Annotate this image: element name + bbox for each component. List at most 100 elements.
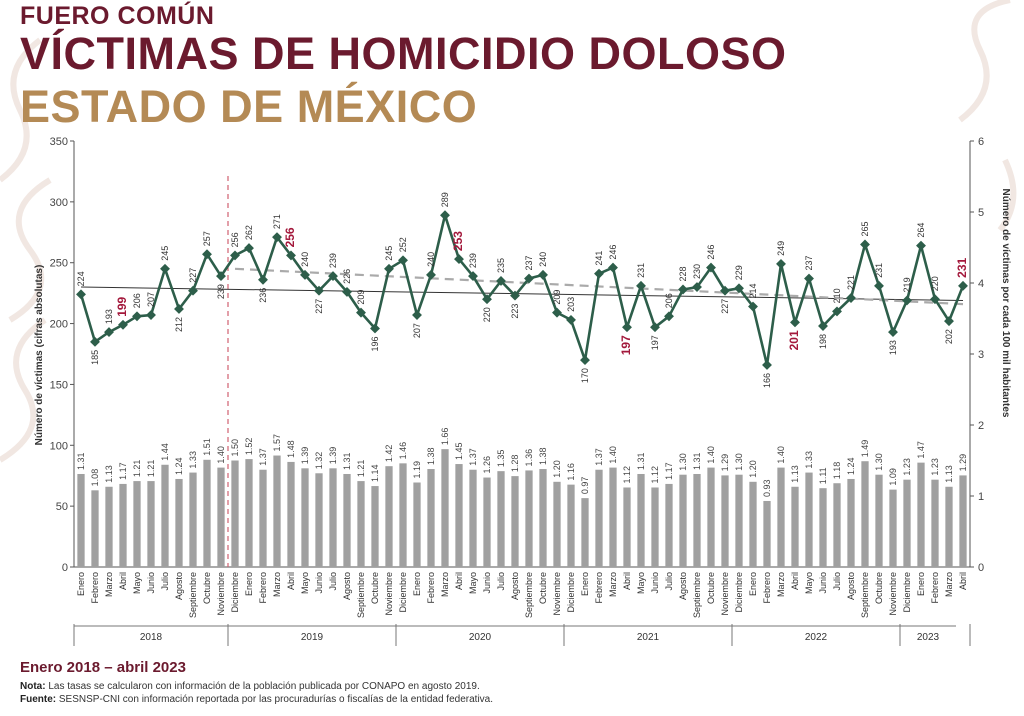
month-label: Enero — [412, 572, 422, 596]
victims-point — [790, 317, 800, 328]
month-label: Mayo — [300, 572, 310, 594]
rate-label: 1.21 — [146, 460, 156, 478]
rate-label: 1.13 — [790, 465, 800, 483]
rate-bar — [651, 487, 659, 567]
rate-bar — [959, 475, 967, 567]
victims-point — [916, 240, 926, 251]
month-label: Diciembre — [230, 572, 240, 613]
victims-label: 228 — [678, 266, 688, 281]
victims-label: 220 — [930, 276, 940, 291]
rate-label: 1.28 — [510, 455, 520, 473]
rate-bar — [917, 462, 925, 567]
left-tick-label: 250 — [50, 258, 68, 270]
month-label: Septiembre — [860, 572, 870, 618]
month-label: Enero — [244, 572, 254, 596]
left-tick-label: 150 — [50, 379, 68, 391]
victims-point — [412, 310, 422, 321]
victims-point — [846, 293, 856, 303]
month-label: Junio — [146, 572, 156, 594]
victims-label: 237 — [804, 256, 814, 271]
victims-point — [706, 262, 716, 273]
victims-point — [804, 273, 814, 284]
victims-point — [356, 307, 366, 318]
rate-bar — [609, 467, 617, 567]
month-label: Enero — [916, 572, 926, 596]
month-label: Diciembre — [902, 572, 912, 613]
victims-point — [384, 263, 394, 274]
victims-label: 230 — [692, 264, 702, 279]
month-label: Junio — [650, 572, 660, 594]
rate-label: 1.51 — [202, 438, 212, 456]
right-tick-label: 4 — [978, 278, 984, 290]
victims-label: 193 — [104, 309, 114, 324]
month-label: Abril — [454, 572, 464, 590]
victims-point — [300, 269, 310, 280]
victims-point — [258, 274, 268, 285]
rate-bar — [623, 487, 631, 567]
rate-bar — [441, 449, 449, 567]
rate-bar — [553, 481, 561, 567]
rate-label: 1.39 — [328, 447, 338, 465]
year-label: 2023 — [917, 632, 940, 643]
month-label: Enero — [76, 572, 86, 596]
rate-label: 1.21 — [356, 460, 366, 478]
rate-label: 1.38 — [426, 447, 436, 465]
victims-label: 229 — [734, 265, 744, 280]
month-label: Agosto — [174, 572, 184, 600]
month-label: Enero — [748, 572, 758, 596]
month-label: Octubre — [202, 572, 212, 604]
victims-point — [748, 301, 758, 312]
victims-point — [230, 250, 240, 261]
rate-bar — [371, 486, 379, 567]
rate-bar — [707, 467, 715, 567]
rate-label: 1.24 — [846, 457, 856, 475]
rate-bar — [119, 483, 127, 567]
month-label: Mayo — [804, 572, 814, 594]
rate-label: 1.33 — [188, 451, 198, 469]
victims-label-highlight: 197 — [619, 335, 633, 355]
month-label: Febrero — [762, 572, 772, 604]
left-tick-label: 50 — [56, 501, 68, 513]
rate-label: 1.29 — [720, 454, 730, 472]
rate-label: 1.23 — [902, 458, 912, 476]
month-label: Marzo — [440, 572, 450, 597]
rate-label: 1.57 — [272, 434, 282, 452]
year-label: 2018 — [140, 632, 163, 643]
rate-bar — [735, 474, 743, 567]
victims-label: 240 — [426, 252, 436, 267]
victims-label: 196 — [370, 336, 380, 351]
month-label: Febrero — [594, 572, 604, 604]
rate-bar — [777, 467, 785, 567]
victims-label: 246 — [706, 245, 716, 260]
rate-label: 1.24 — [174, 457, 184, 475]
rate-label: 1.20 — [748, 460, 758, 478]
month-label: Febrero — [930, 572, 940, 604]
victims-point — [538, 269, 548, 280]
rate-label: 1.16 — [566, 463, 576, 481]
victims-label: 289 — [440, 192, 450, 207]
victims-point — [888, 327, 898, 338]
month-label: Julio — [664, 572, 674, 591]
rate-bar — [91, 490, 99, 567]
rate-label: 1.42 — [384, 445, 394, 463]
rate-bar — [483, 477, 491, 567]
victims-label: 206 — [664, 293, 674, 308]
rate-bar — [749, 481, 757, 567]
victims-point — [678, 284, 688, 295]
rate-bar — [819, 488, 827, 567]
rate-bar — [931, 479, 939, 567]
rate-bar — [693, 473, 701, 567]
rate-bar — [539, 469, 547, 567]
rate-label: 1.30 — [678, 453, 688, 471]
month-label: Enero — [580, 572, 590, 596]
rate-bar — [77, 473, 85, 567]
victims-label: 265 — [860, 221, 870, 236]
victims-label: 210 — [832, 288, 842, 303]
victims-point — [692, 282, 702, 293]
rate-bar — [259, 469, 267, 567]
victims-point — [734, 283, 744, 294]
rate-label: 1.14 — [370, 465, 380, 483]
rate-label: 1.33 — [804, 451, 814, 469]
victims-label: 252 — [398, 237, 408, 252]
month-label: Julio — [328, 572, 338, 591]
